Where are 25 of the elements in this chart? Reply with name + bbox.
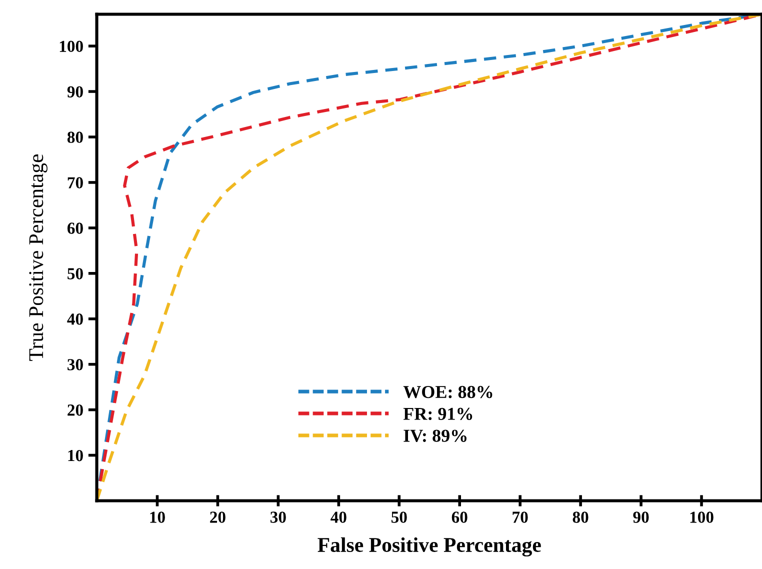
y-tick-label: 90 [67,86,83,98]
x-tick-label: 30 [270,512,286,523]
y-tick-label: 50 [68,268,83,280]
y-tick-label: 100 [60,40,83,52]
y-tick-label: 60 [67,222,83,234]
x-tick-label: 20 [210,512,226,523]
y-tick-label: 30 [68,359,83,370]
x-tick-label: 70 [512,512,528,523]
x-tick-label: 90 [633,512,649,523]
y-tick-label: 20 [68,404,83,416]
x-tick-label: 100 [690,512,714,523]
y-tick-label: 80 [67,132,83,143]
x-axis-title: False Positive Percentage [318,537,541,556]
y-tick-label: 40 [67,314,83,325]
x-tick-label: 80 [572,512,588,523]
x-tick-label: 40 [330,512,346,523]
x-tick-label: 50 [391,512,407,523]
x-tick-label: 10 [150,512,165,523]
x-tick-label: 60 [452,512,468,523]
y-tick-label: 70 [68,177,83,188]
legend-label: WOE: 88% [403,386,492,398]
legend-label: FR: 91% [403,408,472,420]
y-tick-label: 10 [68,450,83,462]
y-axis-title: True Positive Percentage [29,154,48,361]
legend-label: IV: 89% [404,430,466,442]
